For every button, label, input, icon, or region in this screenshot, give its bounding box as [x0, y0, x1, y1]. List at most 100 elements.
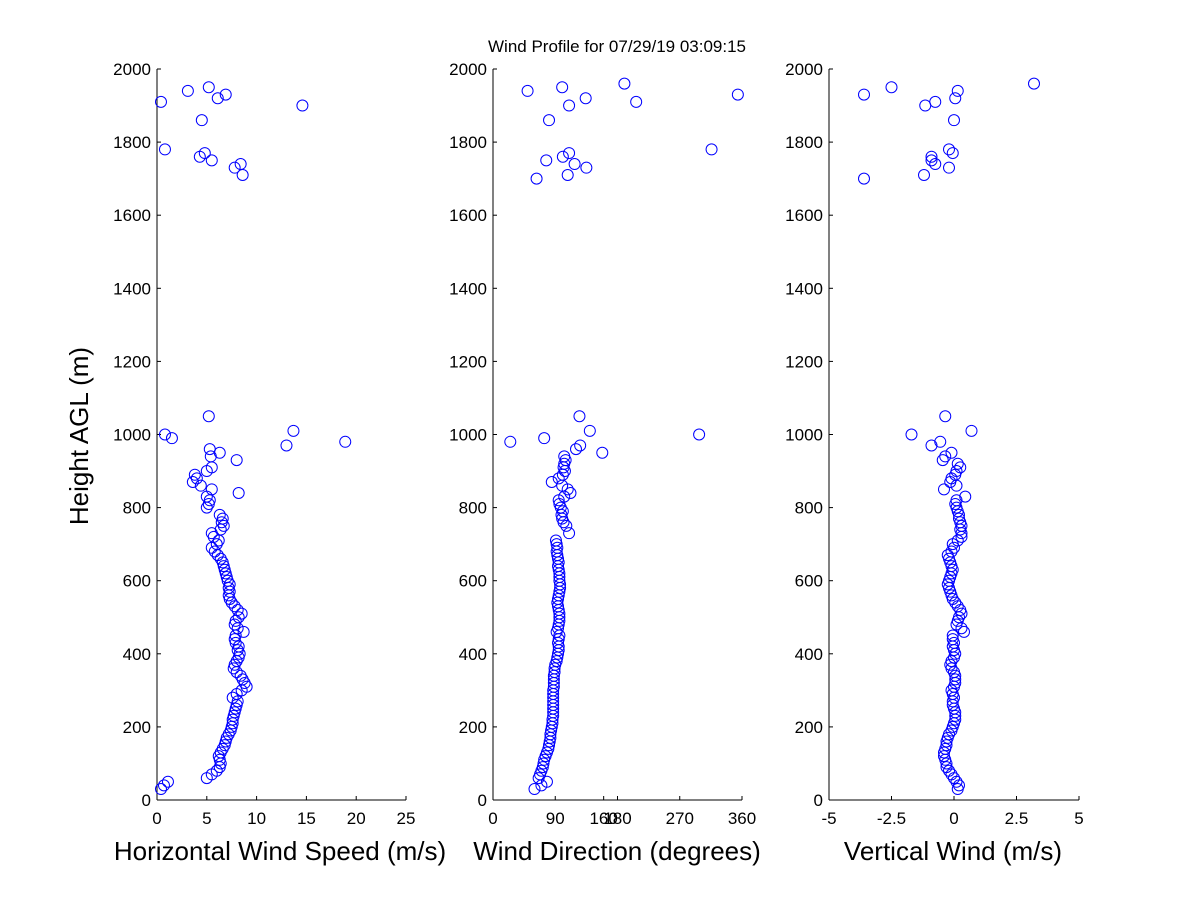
x-tick-label: 0 — [949, 809, 958, 828]
data-point — [948, 772, 960, 785]
data-point — [552, 472, 565, 485]
data-point — [946, 633, 959, 646]
data-point — [211, 92, 224, 105]
data-point — [563, 527, 576, 540]
y-tick-label: 1600 — [113, 206, 151, 225]
x-tick-label: 5 — [202, 809, 211, 828]
y-axis-label: Height AGL (m) — [64, 347, 94, 525]
data-point — [216, 512, 229, 525]
data-point — [858, 88, 870, 101]
data-point — [227, 709, 240, 722]
data-point — [925, 439, 938, 452]
data-point — [213, 446, 226, 459]
data-point — [227, 662, 240, 675]
data-point — [938, 483, 950, 496]
data-point — [938, 750, 950, 763]
y-tick-label: 1200 — [785, 352, 823, 371]
y-tick-label: 400 — [123, 645, 151, 664]
data-point — [203, 443, 216, 456]
data-point — [504, 435, 517, 448]
data-point — [228, 600, 241, 613]
y-tick-label: 1600 — [449, 206, 487, 225]
data-point — [195, 114, 208, 127]
data-point — [232, 611, 245, 624]
x-tick-label: 25 — [397, 809, 416, 828]
data-point — [951, 84, 964, 97]
data-point — [558, 450, 571, 463]
data-point — [925, 150, 938, 163]
data-point — [943, 764, 955, 777]
data-point — [929, 158, 942, 171]
data-point — [949, 92, 962, 105]
y-tick-label: 800 — [459, 499, 487, 518]
data-point — [154, 95, 167, 108]
data-point — [200, 772, 213, 785]
data-point — [940, 761, 953, 774]
data-point — [154, 783, 167, 796]
data-point — [161, 775, 174, 788]
data-point — [579, 92, 592, 105]
data-point — [202, 410, 215, 423]
data-point — [215, 516, 228, 529]
data-point — [564, 486, 577, 499]
data-point — [212, 534, 225, 547]
data-point — [234, 158, 247, 171]
data-point — [945, 545, 958, 558]
y-tick-label: 1400 — [785, 279, 823, 298]
data-point — [228, 706, 241, 719]
data-point — [950, 479, 963, 492]
data-point — [925, 154, 938, 167]
data-point — [230, 454, 243, 467]
y-tick-label: 1000 — [113, 426, 151, 445]
data-point — [235, 607, 248, 620]
data-point — [540, 154, 553, 167]
y-tick-label: 1000 — [449, 426, 487, 445]
data-point — [218, 563, 231, 576]
data-point — [953, 611, 965, 624]
data-point — [618, 77, 631, 90]
data-point — [949, 673, 962, 686]
y-tick-label: 0 — [478, 791, 487, 810]
data-point — [936, 454, 949, 467]
data-point — [940, 739, 953, 752]
y-tick-label: 1600 — [785, 206, 823, 225]
data-point — [237, 625, 250, 638]
data-point — [950, 775, 963, 788]
x-tick-label: 360 — [728, 809, 756, 828]
data-point — [229, 614, 242, 627]
data-point — [540, 775, 553, 788]
figure-title: Wind Profile for 07/29/19 03:09:15 — [488, 37, 746, 56]
data-point — [583, 424, 596, 437]
y-tick-label: 1400 — [449, 279, 487, 298]
data-point — [951, 534, 964, 547]
x-tick-label: -2.5 — [877, 809, 906, 828]
data-point — [217, 560, 230, 573]
data-point — [953, 512, 965, 525]
y-tick-label: 1400 — [113, 279, 151, 298]
data-point — [919, 99, 932, 112]
data-point — [953, 779, 965, 792]
data-point — [193, 150, 206, 163]
data-point — [885, 81, 898, 94]
data-point — [219, 735, 232, 748]
data-point — [200, 465, 213, 478]
data-point — [234, 669, 247, 682]
x-tick-label: 0 — [488, 809, 497, 828]
data-point — [538, 432, 551, 445]
y-tick-label: 200 — [123, 718, 151, 737]
data-point — [945, 446, 958, 459]
y-tick-label: 600 — [123, 572, 151, 591]
x-tick-label: 2.5 — [1005, 809, 1029, 828]
x-tick-label: 5 — [1074, 809, 1083, 828]
data-point — [570, 443, 582, 456]
data-point — [945, 768, 958, 781]
data-point — [548, 662, 561, 675]
data-point — [214, 552, 227, 565]
data-point — [530, 172, 543, 185]
data-point — [221, 574, 234, 587]
data-point — [563, 99, 576, 112]
data-point — [213, 508, 226, 521]
y-tick-label: 200 — [459, 718, 487, 737]
data-point — [948, 666, 960, 679]
data-point — [945, 655, 958, 668]
